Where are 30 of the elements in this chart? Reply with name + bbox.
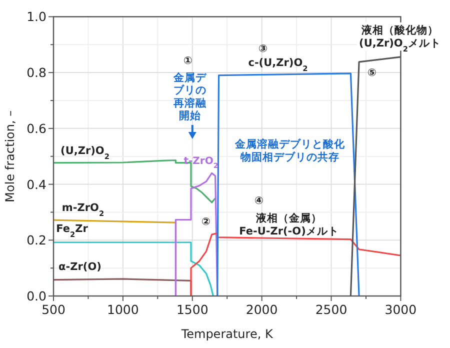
line-series (52, 242, 214, 297)
line-series (174, 172, 218, 297)
x-tick-label: 500 (42, 302, 66, 317)
y-tick-label: 0.0 (26, 288, 47, 304)
series-label: α-Zr(O) (58, 260, 102, 273)
annotation: ① (184, 54, 193, 67)
annotation: 金属デブリの再溶融開始 (172, 71, 208, 122)
x-tick-label: 1500 (176, 302, 208, 317)
x-tick-label: 3000 (384, 302, 417, 317)
series-label: 液相（酸化物）(U,Zr)O$_{2}$メルト (359, 24, 441, 53)
series-label: c-(U,Zr)O$_{2}$ (248, 56, 308, 72)
series-label: Fe$_{2}$Zr (56, 222, 89, 238)
annotation: 金属溶融デブリと酸化物固相デブリの共存 (234, 138, 346, 164)
series-label: m-ZrO$_{2}$ (62, 202, 104, 218)
x-axis-title: Temperature, K (180, 327, 274, 341)
x-tick-label: 1000 (107, 302, 139, 317)
y-tick-label: 0.4 (26, 176, 47, 192)
x-tick-label: 2000 (246, 302, 278, 317)
x-tick-label: 2500 (315, 302, 348, 317)
y-tick-label: 0.6 (26, 120, 47, 136)
series-label: 液相（金属）Fe-U-Zr(-O)メルト (239, 212, 339, 238)
y-tick-label: 1.0 (26, 9, 47, 24)
y-tick-label: 0.2 (26, 232, 46, 248)
annotation: ④ (254, 194, 264, 207)
annotation: ③ (258, 42, 268, 55)
y-axis-title: Mole fraction, – (3, 110, 17, 202)
annotation: ⑤ (368, 66, 377, 79)
series-label: (U,Zr)O$_{2}$ (60, 144, 110, 160)
annotation: ② (202, 216, 211, 228)
y-tick-label: 0.8 (26, 65, 47, 80)
